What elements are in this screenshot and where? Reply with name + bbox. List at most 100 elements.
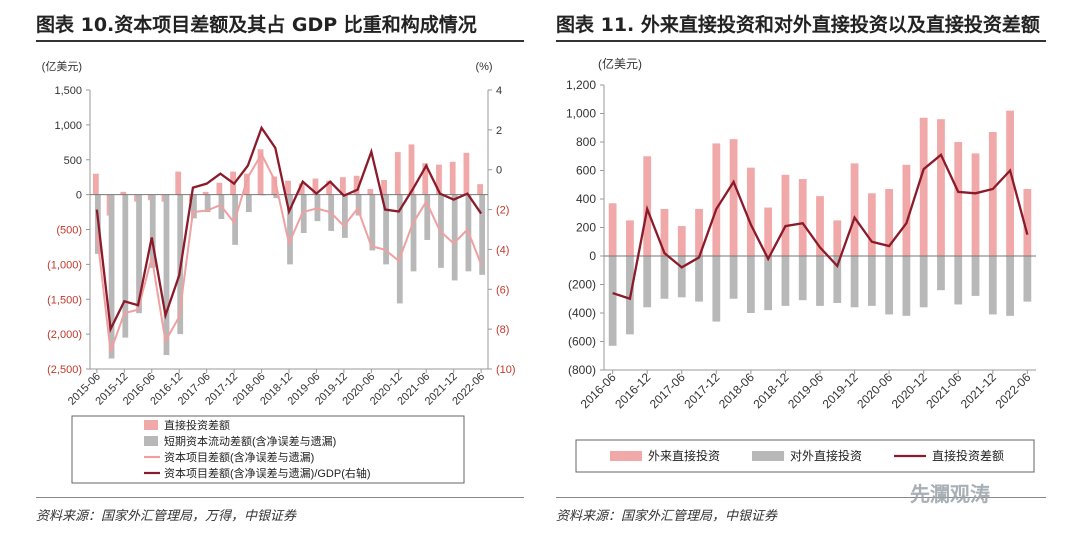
right-chart-ytick-label: (200) (568, 278, 596, 292)
left-legend-label: 短期资本流动差额(含净误差与遗漏) (164, 434, 336, 448)
left-bar-fdi-balance (449, 161, 456, 195)
right-bar-inward-fdi (677, 226, 686, 256)
left-bar-short-term-flow (424, 194, 431, 240)
right-chart-title: 图表 11. 外来直接投资和对外直接投资以及直接投资差额 (556, 14, 1040, 36)
right-yaxis-unit: (%) (475, 61, 492, 73)
right-legend-label: 直接投资差额 (932, 448, 1004, 463)
right-chart-xtick-label: 2021-06 (923, 370, 964, 411)
left-bar-short-term-flow (149, 194, 156, 268)
left-legend-swatch (144, 436, 158, 446)
right-bar-inward-fdi (1023, 189, 1032, 256)
right-bar-inward-fdi (798, 179, 807, 256)
left-bar-short-term-flow (136, 194, 142, 314)
left-ytick-label: (500) (56, 225, 82, 237)
right-chart-ytick-label: 0 (589, 249, 596, 263)
right-bar-outward-fdi (677, 256, 686, 298)
right-bar-outward-fdi (746, 256, 755, 313)
right-chart-xtick-label: 2019-12 (820, 370, 861, 411)
right-bar-outward-fdi (919, 256, 928, 308)
left-bar-fdi-balance (326, 180, 333, 195)
left-bar-fdi-balance (92, 173, 99, 195)
right-chart-xtick-label: 2021-12 (958, 370, 999, 411)
right-bar-outward-fdi (764, 256, 773, 311)
right-bar-inward-fdi (660, 208, 669, 256)
right-chart-ytick-label: 1,200 (566, 78, 596, 92)
left-bar-fdi-balance (340, 177, 346, 195)
left-bar-short-term-flow (108, 194, 115, 359)
right-legend-label: 外来直接投资 (648, 448, 720, 463)
left-bar-fdi-balance (408, 144, 415, 195)
right-source: 资料来源：国家外汇管理局，中银证券 (556, 509, 778, 524)
right-bar-outward-fdi (954, 256, 963, 305)
right-bar-inward-fdi (850, 163, 859, 256)
left-ytick-label: 1,500 (54, 85, 82, 97)
left-bar-fdi-balance (243, 173, 250, 195)
left-chart: (亿美元) (%) 1,500 1,000 500 0 (500) (1,000) (1,500… (42, 60, 516, 484)
right-bar-inward-fdi (919, 117, 928, 257)
right-bar-inward-fdi (988, 132, 997, 256)
left-bar-fdi-balance (298, 183, 305, 195)
right-title-rule (556, 40, 1046, 42)
right-bar-inward-fdi (781, 174, 790, 256)
right-bar-outward-fdi (695, 256, 703, 302)
left-legend-label: 资本项目差额(含净误差与遗漏) (164, 450, 314, 464)
left-bar-fdi-balance (422, 163, 429, 195)
right-ytick-label: 2 (496, 125, 502, 137)
left-bar-fdi-balance (120, 191, 127, 195)
left-bar-short-term-flow (396, 194, 403, 304)
left-bar-fdi-balance (463, 152, 470, 195)
right-bar-outward-fdi (781, 256, 790, 306)
right-bar-inward-fdi (746, 167, 755, 256)
left-ytick-label: (1,500) (47, 294, 82, 306)
left-bar-short-term-flow (245, 194, 252, 213)
right-chart-xtick-label: 2022-06 (992, 370, 1033, 411)
right-legend-swatch (610, 451, 642, 461)
left-bar-fdi-balance (477, 184, 484, 195)
left-ytick-label: 500 (64, 155, 82, 167)
left-bar-fdi-balance (257, 149, 264, 195)
left-chart-title: 图表 10.资本项目差额及其占 GDP 比重和构成情况 (36, 14, 477, 36)
left-bar-fdi-balance (436, 164, 442, 195)
right-chart-xtick-label: 2020-12 (889, 370, 930, 411)
left-bar-fdi-balance (202, 191, 209, 195)
left-bar-short-term-flow (287, 194, 293, 265)
right-bar-outward-fdi (867, 256, 876, 306)
right-legend-swatch (752, 451, 784, 461)
right-bar-inward-fdi (902, 164, 911, 256)
left-bar-short-term-flow (342, 194, 348, 238)
right-chart-xtick-label: 2017-06 (647, 370, 688, 411)
right-bar-outward-fdi (937, 256, 945, 291)
right-chart-ytick-label: 1,000 (566, 107, 596, 121)
left-bar-short-term-flow (410, 194, 417, 272)
right-chart-xtick-label: 2017-12 (681, 370, 722, 411)
right-bar-outward-fdi (902, 256, 911, 316)
right-bar-outward-fdi (712, 256, 721, 322)
right-bar-inward-fdi (867, 193, 876, 256)
right-bar-inward-fdi (1006, 110, 1014, 257)
left-bar-short-term-flow (122, 194, 129, 338)
right-bar-outward-fdi (729, 256, 738, 299)
right-bar-outward-fdi (816, 256, 824, 306)
left-bar-fdi-balance (381, 179, 387, 195)
left-source: 资料来源：国家外汇管理局，万得，中银证券 (36, 509, 297, 524)
left-legend-label: 直接投资差额 (164, 418, 230, 432)
right-bar-inward-fdi (833, 220, 842, 256)
left-bar-fdi-balance (394, 152, 401, 195)
right-ytick-label: 0 (496, 165, 502, 177)
right-bar-outward-fdi (1023, 256, 1032, 302)
left-bar-fdi-balance (216, 182, 223, 195)
right-ytick-label: (6) (496, 284, 509, 296)
left-bar-fdi-balance (367, 189, 374, 195)
right-legend-label: 对外直接投资 (790, 448, 862, 463)
left-bar-fdi-balance (175, 171, 182, 195)
left-yaxis-unit: (亿美元) (42, 60, 82, 73)
right-bar-inward-fdi (885, 189, 894, 256)
right-chart-xtick-label: 2018-12 (751, 370, 792, 411)
watermark-text: 先瀾观涛 (910, 482, 990, 506)
right-bar-outward-fdi (850, 256, 859, 308)
left-bar-short-term-flow (163, 194, 170, 356)
right-bar-inward-fdi (695, 208, 703, 256)
right-bar-inward-fdi (937, 119, 945, 256)
right-ytick-label: (2) (496, 205, 509, 217)
right-bar-outward-fdi (798, 256, 807, 301)
